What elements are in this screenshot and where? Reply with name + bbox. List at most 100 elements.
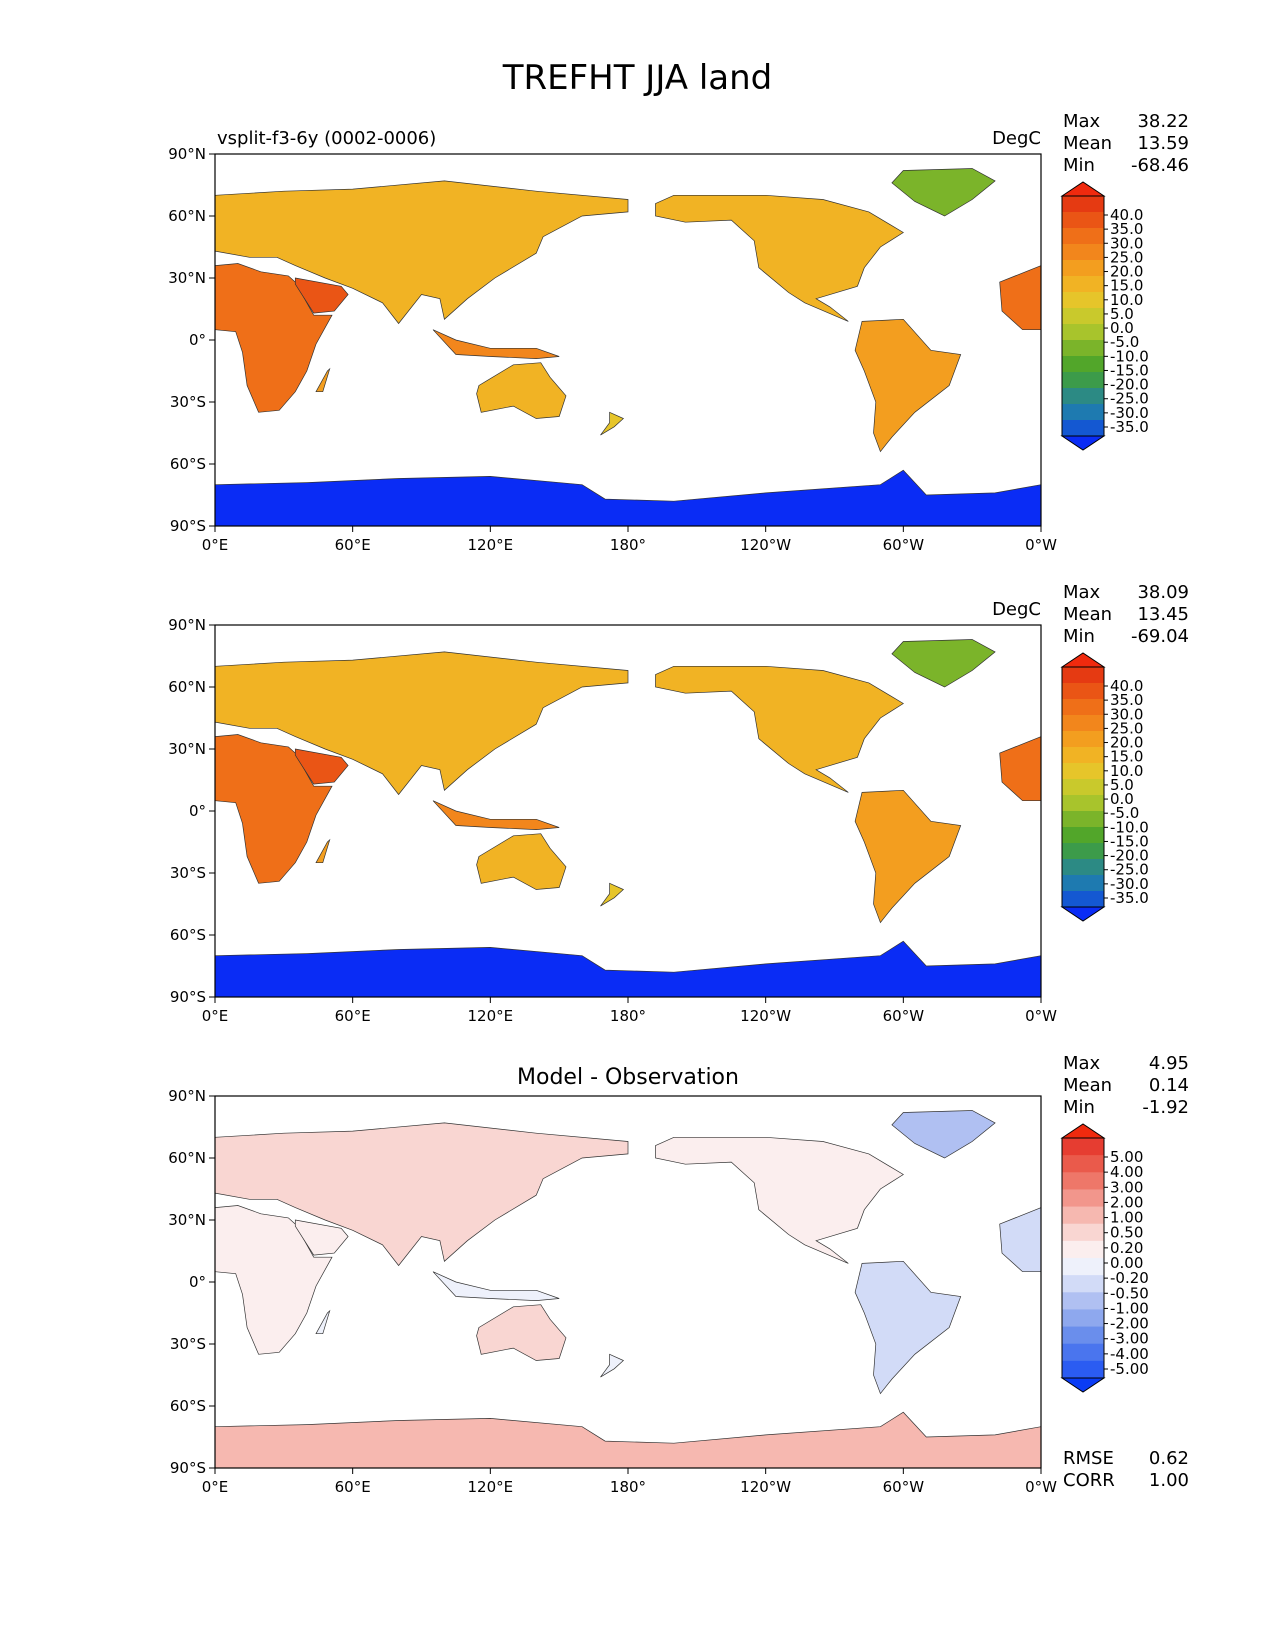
region-antarctica bbox=[215, 469, 1041, 526]
colorbar-label: 10.0 bbox=[1110, 762, 1143, 780]
y-tick-label: 30°N bbox=[168, 1211, 206, 1229]
colorbar-label: -5.00 bbox=[1110, 1360, 1149, 1378]
colorbar-label: -25.0 bbox=[1110, 861, 1149, 879]
x-tick-label: 0°W bbox=[1025, 1007, 1057, 1025]
stat-value: 13.59 bbox=[1137, 133, 1189, 154]
colorbar-frame bbox=[1061, 1137, 1105, 1379]
colorbar-segment bbox=[1062, 388, 1104, 405]
stat-value: 13.45 bbox=[1137, 604, 1189, 625]
stat-value: -68.46 bbox=[1131, 155, 1189, 176]
colorbar-max-arrow bbox=[1060, 652, 1106, 668]
colorbar-segment bbox=[1062, 260, 1104, 277]
colorbar-label: -30.0 bbox=[1110, 404, 1149, 422]
x-tick-label: 60°W bbox=[883, 1007, 925, 1025]
colorbar-label: 3.00 bbox=[1110, 1178, 1143, 1196]
figure-title: TREFHT JJA land bbox=[502, 58, 773, 98]
y-tick-label: 90°N bbox=[168, 1087, 206, 1105]
x-tick-label: 0°E bbox=[202, 1478, 229, 1496]
region-africa bbox=[215, 1205, 333, 1355]
y-tick-label: 60°S bbox=[170, 455, 206, 473]
region-n-america bbox=[655, 665, 904, 793]
colorbar-segment bbox=[1062, 1155, 1104, 1173]
colorbar-segment bbox=[1062, 779, 1104, 796]
colorbar-label: 20.0 bbox=[1110, 734, 1143, 752]
colorbar-label: 0.00 bbox=[1110, 1254, 1143, 1272]
colorbar-frame bbox=[1061, 666, 1105, 908]
colorbar-label: -20.0 bbox=[1110, 847, 1149, 865]
stat-value: 38.22 bbox=[1137, 111, 1189, 132]
colorbar-label: -15.0 bbox=[1110, 361, 1149, 379]
region-w-africa_edge bbox=[999, 736, 1041, 802]
y-tick-label: 30°N bbox=[168, 740, 206, 758]
colorbar-label: 30.0 bbox=[1110, 234, 1143, 252]
stat-label: Max bbox=[1063, 582, 1101, 603]
region-sea-asia bbox=[432, 329, 560, 359]
region-greenland bbox=[891, 1110, 996, 1159]
colorbar: 40.035.030.025.020.015.010.05.00.0-5.0-1… bbox=[1060, 181, 1149, 451]
stat-label: Max bbox=[1063, 111, 1101, 132]
panel-center-title: Model - Observation bbox=[517, 1065, 739, 1090]
region-eurasia bbox=[215, 651, 629, 796]
region-africa bbox=[215, 734, 333, 884]
colorbar-max-arrow bbox=[1060, 1123, 1106, 1139]
region-sea-asia bbox=[432, 800, 560, 830]
colorbar-segment bbox=[1062, 324, 1104, 341]
x-tick-label: 0°E bbox=[202, 1007, 229, 1025]
region-n-america bbox=[655, 194, 904, 322]
colorbar-label: 25.0 bbox=[1110, 719, 1143, 737]
x-tick-label: 120°E bbox=[468, 1007, 514, 1025]
colorbar-segment bbox=[1062, 747, 1104, 764]
colorbar-segment bbox=[1062, 196, 1104, 213]
region-arabia bbox=[294, 748, 349, 785]
panel-units: DegC bbox=[992, 128, 1041, 149]
stat-value: 0.14 bbox=[1149, 1075, 1189, 1096]
x-tick-label: 0°E bbox=[202, 536, 229, 554]
colorbar-segment bbox=[1062, 731, 1104, 748]
region-australia bbox=[476, 833, 567, 890]
colorbar-segment bbox=[1062, 699, 1104, 716]
colorbar-label: -2.00 bbox=[1110, 1315, 1149, 1333]
y-tick-label: 0° bbox=[189, 331, 206, 349]
colorbar-segment bbox=[1062, 667, 1104, 684]
stat-label: Max bbox=[1063, 1053, 1101, 1074]
colorbar-segment bbox=[1062, 276, 1104, 293]
colorbar-label: -35.0 bbox=[1110, 889, 1149, 907]
stat-label: Min bbox=[1063, 626, 1095, 647]
y-tick-label: 60°N bbox=[168, 1149, 206, 1167]
colorbar-label: 40.0 bbox=[1110, 677, 1143, 695]
colorbar-label: 4.00 bbox=[1110, 1163, 1143, 1181]
colorbar-segment bbox=[1062, 1258, 1104, 1276]
stat-label: Mean bbox=[1063, 604, 1112, 625]
colorbar-label: 40.0 bbox=[1110, 206, 1143, 224]
x-tick-label: 60°W bbox=[883, 1478, 925, 1496]
colorbar-min-arrow bbox=[1060, 435, 1106, 451]
x-tick-label: 180° bbox=[610, 1007, 646, 1025]
colorbar-label: -5.0 bbox=[1110, 333, 1139, 351]
bottom-stat-label: CORR bbox=[1063, 1470, 1115, 1491]
region-nz bbox=[600, 411, 625, 436]
colorbar-segment bbox=[1062, 228, 1104, 245]
y-tick-label: 90°S bbox=[170, 517, 206, 535]
region-madagascar bbox=[315, 838, 331, 864]
y-tick-label: 90°N bbox=[168, 145, 206, 163]
colorbar-segment bbox=[1062, 1172, 1104, 1190]
colorbar-label: 0.0 bbox=[1110, 319, 1134, 337]
colorbar-segment bbox=[1062, 795, 1104, 812]
colorbar-label: -35.0 bbox=[1110, 418, 1149, 436]
x-tick-label: 180° bbox=[610, 1478, 646, 1496]
colorbar-label: 0.20 bbox=[1110, 1239, 1143, 1257]
colorbar-segment bbox=[1062, 1326, 1104, 1345]
y-tick-label: 60°N bbox=[168, 678, 206, 696]
colorbar-segment bbox=[1062, 404, 1104, 421]
region-antarctica bbox=[215, 940, 1041, 997]
colorbar-label: -4.00 bbox=[1110, 1345, 1149, 1363]
region-madagascar bbox=[315, 367, 331, 393]
colorbar-label: -3.00 bbox=[1110, 1330, 1149, 1348]
colorbar-label: -25.0 bbox=[1110, 390, 1149, 408]
region-w-africa_edge bbox=[999, 1207, 1041, 1273]
colorbar-label: 15.0 bbox=[1110, 748, 1143, 766]
y-tick-label: 30°S bbox=[170, 864, 206, 882]
x-tick-label: 180° bbox=[610, 536, 646, 554]
x-tick-label: 120°E bbox=[468, 1478, 514, 1496]
